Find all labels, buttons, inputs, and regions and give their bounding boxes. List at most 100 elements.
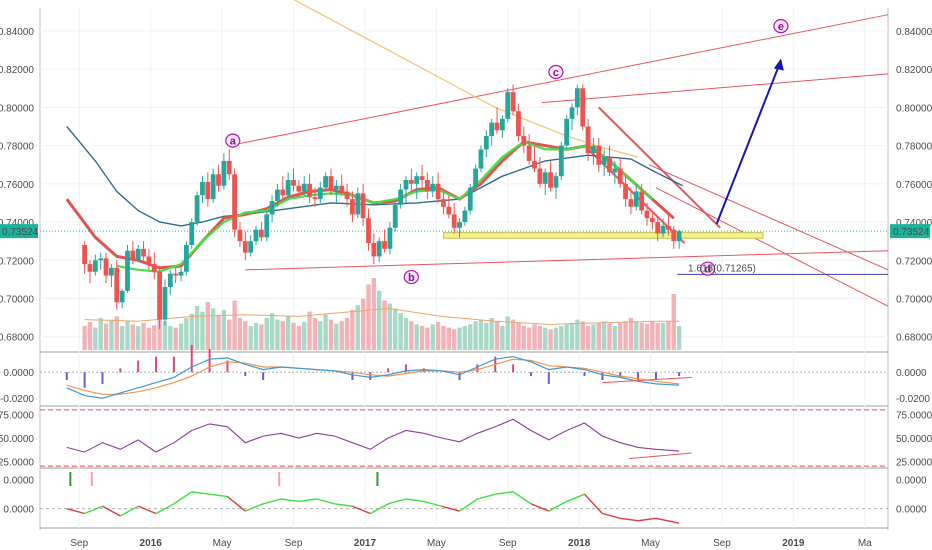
candle-body xyxy=(333,185,339,190)
price-tick-right: 0.80000 xyxy=(896,103,932,114)
volume-bar xyxy=(318,321,323,350)
candle-body xyxy=(494,122,500,131)
volume-bar xyxy=(269,313,275,350)
volume-bar xyxy=(307,311,312,350)
price-tick-left: 0.78000 xyxy=(0,142,34,153)
candle-body xyxy=(398,189,404,205)
volume-bar xyxy=(360,298,366,350)
volume-bar xyxy=(366,284,371,350)
volume-bar xyxy=(355,305,360,350)
volume-bar xyxy=(580,321,585,350)
candle-body xyxy=(109,267,114,276)
candle-body xyxy=(569,107,575,119)
volume-bar xyxy=(259,324,264,350)
time-tick: Sep xyxy=(70,538,88,549)
volume-bar xyxy=(237,318,243,350)
candle-body xyxy=(258,229,264,238)
volume-bar xyxy=(543,327,548,350)
volume-bar xyxy=(162,321,168,350)
candle-body xyxy=(178,271,184,276)
candle-body xyxy=(296,185,302,192)
osc-segment xyxy=(173,491,193,505)
candle-body xyxy=(307,183,312,198)
candle-body xyxy=(639,191,645,211)
candle-body xyxy=(666,225,671,230)
osc-segment xyxy=(620,517,639,522)
volume-bar xyxy=(82,326,87,350)
volume-bar xyxy=(130,324,136,350)
osc-tick-right: 0.0000 xyxy=(896,505,927,516)
volume-bar xyxy=(650,321,655,350)
osc-segment xyxy=(602,512,621,520)
osc-segment xyxy=(191,491,210,495)
osc-segment xyxy=(583,493,603,514)
descending-channel-lower xyxy=(655,187,889,307)
volume-bar xyxy=(596,322,601,350)
volume-bar xyxy=(569,322,575,350)
candle-body xyxy=(210,174,216,200)
volume-bar xyxy=(227,319,232,350)
candle-body xyxy=(441,199,446,207)
price-tick-left: 0.82000 xyxy=(0,65,34,76)
wave-label-circle xyxy=(403,269,419,285)
rsi-tick-left: 50.0000 xyxy=(0,434,34,445)
osc-segment xyxy=(209,493,228,498)
candle-body xyxy=(242,241,248,253)
volume-bar xyxy=(484,322,489,350)
volume-bar xyxy=(371,278,377,350)
volume-bar xyxy=(516,322,521,350)
volume-bar xyxy=(334,323,339,350)
volume-bar xyxy=(623,321,628,350)
volume-bar xyxy=(168,326,173,350)
candle-body xyxy=(591,145,596,154)
osc-segment xyxy=(66,507,85,515)
volume-bar xyxy=(178,323,184,350)
candle-body xyxy=(98,258,104,261)
volume-bar xyxy=(253,322,259,350)
price-tick-right: 0.78000 xyxy=(896,142,932,153)
time-tick: 2017 xyxy=(354,538,377,549)
volume-bar xyxy=(510,319,516,350)
osc-segment xyxy=(423,500,442,507)
volume-bar xyxy=(526,327,532,350)
volume-bar xyxy=(125,321,130,350)
candle-body xyxy=(237,229,243,242)
candle-body xyxy=(505,92,511,119)
candle-body xyxy=(114,267,120,303)
osc-segment xyxy=(84,505,103,515)
time-tick: Sep xyxy=(285,538,303,549)
volume-bar xyxy=(302,322,307,350)
volume-bar xyxy=(232,300,237,350)
candle-body xyxy=(382,241,387,249)
price-tick-left: 0.80000 xyxy=(0,103,34,114)
price-tick-right: 0.84000 xyxy=(896,27,932,38)
osc-segment xyxy=(530,503,550,512)
osc-segment xyxy=(262,498,282,505)
wave-label-circle xyxy=(700,261,716,276)
candle-body xyxy=(189,222,195,245)
volume-bar xyxy=(216,314,221,350)
candle-body xyxy=(226,160,232,175)
volume-bar xyxy=(119,326,125,350)
candle-body xyxy=(87,264,93,272)
volume-bar xyxy=(500,326,505,350)
fib-extension-label: 1.618(0.71265) xyxy=(688,263,756,274)
volume-bar xyxy=(398,313,403,350)
osc-segment xyxy=(120,505,139,517)
volume-bar xyxy=(291,322,296,350)
candle-body xyxy=(291,180,296,186)
volume-bar xyxy=(184,318,189,350)
candle-body xyxy=(580,88,586,127)
candle-body xyxy=(403,180,409,190)
candle-body xyxy=(408,180,414,184)
candle-body xyxy=(628,199,634,207)
osc-segment xyxy=(155,503,175,515)
candle-body xyxy=(92,260,98,272)
candle-body xyxy=(435,183,441,200)
falling-wedge-top xyxy=(598,106,721,229)
volume-bar xyxy=(618,322,623,350)
rsi-tick-right: 50.0000 xyxy=(896,434,932,445)
volume-bar xyxy=(457,327,462,350)
volume-bar xyxy=(612,326,618,350)
